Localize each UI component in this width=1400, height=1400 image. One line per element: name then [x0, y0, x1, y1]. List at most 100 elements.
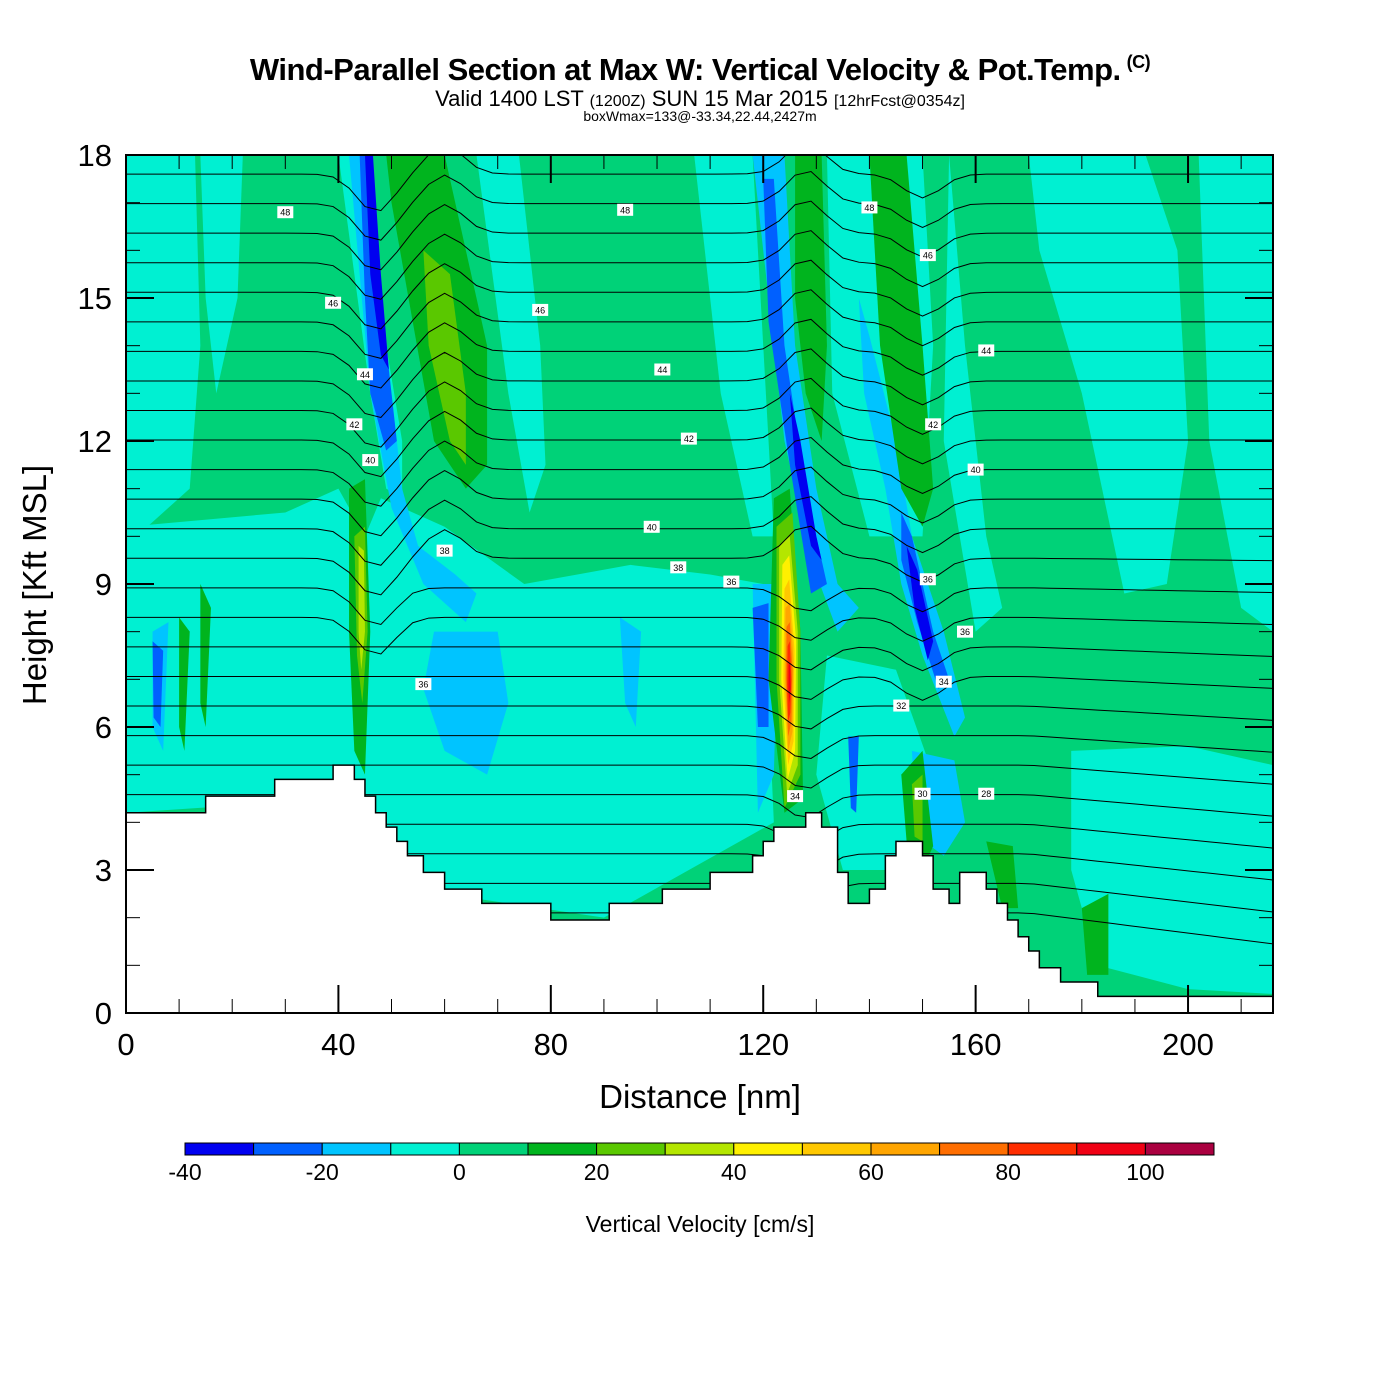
contour-label-text: 40 — [971, 465, 981, 475]
colorbar-bin — [1007, 1142, 1078, 1156]
contour-label: 30 — [914, 787, 931, 800]
velocity-zone — [986, 841, 1019, 909]
contour-label-text: 42 — [349, 420, 359, 430]
colorbar-bin — [458, 1142, 529, 1156]
contour-label-box — [935, 675, 952, 688]
colorbar-bin — [664, 1142, 735, 1156]
contour-label-box — [893, 699, 910, 712]
theta-contour — [126, 616, 1273, 655]
contour-label: 34 — [935, 675, 952, 688]
velocity-zone — [200, 155, 243, 394]
contour-label-box — [654, 363, 671, 376]
contour-label-text: 48 — [864, 203, 874, 213]
theta-contour — [126, 764, 1273, 789]
velocity-zone — [423, 631, 509, 775]
copyright-mark: (C) — [1126, 52, 1151, 72]
contour-label: 32 — [893, 699, 910, 712]
contour-label: 40 — [967, 463, 984, 476]
contour-label: 36 — [415, 678, 432, 691]
velocity-zone — [179, 617, 190, 751]
colorbar-bin — [939, 1142, 1009, 1156]
contour-label: 38 — [670, 561, 687, 574]
velocity-zone — [1081, 893, 1109, 975]
valid-time: Valid 1400 LST — [435, 86, 584, 111]
contour-label: 36 — [957, 625, 974, 638]
valid-zulu: (1200Z) — [589, 93, 646, 110]
contour-label-text: 34 — [939, 677, 949, 687]
contour-label-text: 32 — [896, 701, 906, 711]
velocity-zone — [943, 155, 1003, 632]
contour-label: 38 — [436, 544, 453, 557]
velocity-zone — [869, 155, 934, 527]
contour-label: 44 — [356, 368, 373, 381]
contour-label-text: 38 — [440, 546, 450, 556]
velocity-zone — [364, 155, 389, 370]
theta-contour — [126, 675, 1273, 701]
contour-label: 34 — [787, 790, 804, 803]
contour-label-box — [967, 463, 984, 476]
contour-label: 42 — [346, 418, 363, 431]
colorbar-tick-label: 80 — [995, 1159, 1021, 1185]
contour-label-text: 48 — [280, 208, 290, 218]
contour-label-text: 42 — [684, 434, 694, 444]
theta-contour — [126, 348, 1273, 419]
contour-label: 28 — [978, 787, 995, 800]
velocity-zone — [423, 250, 466, 465]
contour-label-box — [436, 544, 453, 557]
contour-label-box — [978, 344, 995, 357]
valid-date: SUN 15 Mar 2015 — [651, 86, 828, 111]
theta-contour — [126, 200, 1273, 271]
y-tick-label: 6 — [95, 710, 112, 745]
colorbar-bin — [801, 1142, 872, 1156]
contour-label-box — [325, 296, 342, 309]
theta-contour — [126, 230, 1273, 300]
contour-label-text: 44 — [360, 370, 370, 380]
x-axis-label: Distance [nm] — [599, 1078, 801, 1115]
colorbar-bin — [390, 1142, 460, 1156]
contour-label-box — [617, 203, 634, 216]
contour-label: 40 — [643, 520, 660, 533]
contour-label-text: 40 — [365, 456, 375, 466]
contour-label: 36 — [723, 575, 740, 588]
theta-contour — [126, 735, 1273, 760]
velocity-zone — [789, 393, 822, 561]
contour-label-box — [415, 678, 432, 691]
contour-label-box — [925, 418, 942, 431]
velocity-zone — [1028, 155, 1189, 594]
contour-label: 40 — [362, 454, 379, 467]
contour-label: 48 — [277, 206, 294, 219]
contour-label-box — [680, 432, 697, 445]
contour-label-text: 46 — [328, 298, 338, 308]
colorbar: -40 -20 0 20 40 60 80 100 — [168, 1142, 1215, 1185]
velocity-zone — [476, 155, 546, 513]
contour-label-text: 36 — [418, 680, 428, 690]
colorbar-tick-label: 100 — [1126, 1159, 1164, 1185]
colorbar-bin — [596, 1142, 666, 1156]
y-axis-label: Height [Kft MSL] — [16, 465, 53, 705]
contour-label: 46 — [532, 303, 549, 316]
terrain-mask — [126, 764, 1273, 1013]
theta-contour — [126, 377, 1273, 448]
velocity-zone — [763, 178, 827, 594]
chart-subtitle: Valid 1400 LST (1200Z) SUN 15 Mar 2015 [… — [0, 86, 1400, 112]
contour-label-text: 36 — [923, 575, 933, 585]
theta-contour — [126, 436, 1273, 507]
contour-label-text: 40 — [647, 522, 657, 532]
y-tick-label: 12 — [78, 424, 112, 459]
velocity-zone — [358, 545, 365, 670]
colorbar-bin — [184, 1142, 255, 1156]
colorbar-tick-label: 40 — [721, 1159, 747, 1185]
colorbar-bin — [1144, 1142, 1215, 1156]
velocity-zone — [200, 584, 211, 727]
x-tick-label: 0 — [117, 1027, 134, 1062]
contour-label-text: 46 — [535, 305, 545, 315]
contour-label-box — [346, 418, 363, 431]
y-tick-label: 15 — [78, 281, 112, 316]
theta-contour — [126, 289, 1273, 359]
contour-label: 48 — [617, 203, 634, 216]
contour-label-text: 46 — [923, 251, 933, 261]
velocity-zone — [858, 298, 966, 737]
contour-label-box — [919, 573, 936, 586]
